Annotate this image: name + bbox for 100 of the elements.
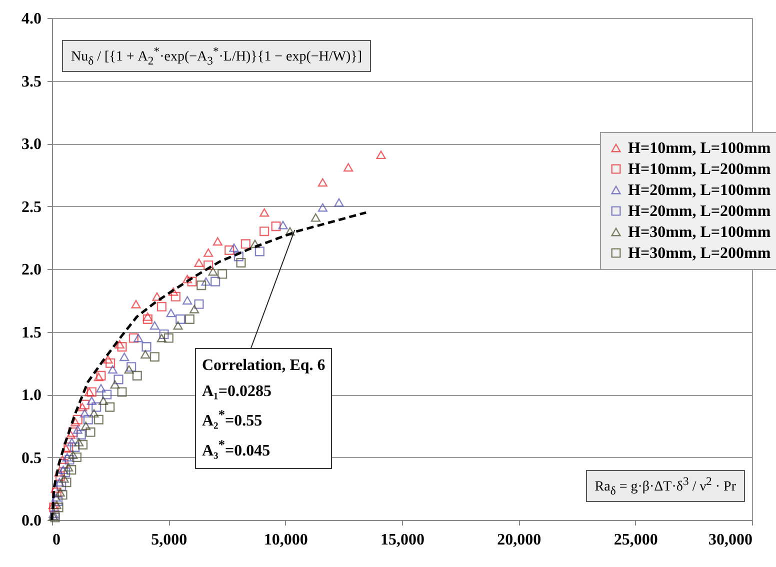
point xyxy=(54,478,64,487)
point xyxy=(132,370,142,380)
point xyxy=(58,456,68,464)
point xyxy=(68,450,78,459)
point xyxy=(96,370,106,380)
point xyxy=(48,510,58,518)
point xyxy=(224,245,234,255)
point xyxy=(105,402,115,412)
point xyxy=(108,365,118,374)
point xyxy=(110,380,120,389)
y-tick-label: 4.0 xyxy=(22,10,42,28)
point xyxy=(250,240,260,248)
point xyxy=(201,277,211,286)
point xyxy=(72,414,82,424)
x-tick-label: 10,000 xyxy=(264,532,308,548)
x-tick-label: 25,000 xyxy=(614,532,658,548)
point xyxy=(156,334,166,342)
point xyxy=(54,468,64,477)
point xyxy=(114,374,124,384)
point xyxy=(140,350,150,359)
point xyxy=(142,312,152,321)
point xyxy=(344,163,354,172)
point xyxy=(318,178,328,187)
point xyxy=(173,321,183,330)
y-tick-label: 2.5 xyxy=(22,198,42,216)
point xyxy=(68,427,78,437)
point xyxy=(318,203,328,212)
point xyxy=(310,213,320,222)
point xyxy=(176,314,186,324)
point xyxy=(53,496,63,506)
point xyxy=(260,226,270,236)
point xyxy=(78,402,88,412)
point xyxy=(59,474,69,483)
x-tick-label: 30,000 xyxy=(708,532,752,548)
point xyxy=(58,490,68,500)
point xyxy=(212,237,222,246)
point xyxy=(92,402,102,412)
point xyxy=(254,246,264,256)
point xyxy=(117,342,127,352)
x-tick-label: 20,000 xyxy=(497,532,542,548)
point xyxy=(190,304,200,314)
point xyxy=(66,430,76,439)
point xyxy=(50,512,60,522)
y-tick-label: 3.0 xyxy=(22,136,42,153)
point xyxy=(194,299,204,309)
point xyxy=(208,267,218,276)
point xyxy=(98,396,108,405)
point xyxy=(240,239,250,249)
point xyxy=(150,321,160,330)
point xyxy=(210,276,220,286)
x-tick-label: 15,000 xyxy=(380,532,424,548)
point xyxy=(78,440,88,450)
point xyxy=(334,198,344,207)
point xyxy=(229,243,239,252)
point xyxy=(64,463,74,472)
point xyxy=(166,308,176,318)
point xyxy=(182,274,192,284)
point xyxy=(96,384,106,392)
point xyxy=(55,471,65,481)
point xyxy=(124,365,134,374)
point xyxy=(94,414,104,424)
point xyxy=(184,314,194,324)
legend-label: H=20mm, L=100mm xyxy=(628,182,772,199)
point xyxy=(204,260,214,270)
point xyxy=(150,352,160,362)
point xyxy=(72,452,82,462)
point xyxy=(234,252,244,262)
point xyxy=(142,314,152,324)
annotation: Correlation, Eq. 6 xyxy=(202,356,326,376)
point xyxy=(271,222,281,232)
point xyxy=(194,258,204,267)
point xyxy=(50,484,60,493)
point xyxy=(84,388,94,396)
point xyxy=(156,302,166,312)
legend-label: H=10mm, L=200mm xyxy=(628,161,772,178)
legend-label: H=10mm, L=100mm xyxy=(628,140,772,157)
point xyxy=(376,150,386,160)
point xyxy=(72,425,82,434)
point xyxy=(168,287,178,296)
point xyxy=(117,387,127,397)
annotation: A₂$^{*}$=0.55 xyxy=(202,406,264,432)
legend-label: H=30mm, L=100mm xyxy=(628,224,772,241)
y-tick-label: 0.5 xyxy=(22,450,42,467)
point xyxy=(62,478,72,488)
point xyxy=(89,409,99,418)
point xyxy=(204,248,214,257)
point xyxy=(74,438,84,446)
point xyxy=(120,352,130,362)
point xyxy=(64,454,74,465)
point xyxy=(260,208,270,217)
point xyxy=(48,500,58,510)
point xyxy=(196,280,206,290)
point xyxy=(218,269,228,279)
point xyxy=(187,276,197,286)
y-tick-label: 2.0 xyxy=(22,262,42,278)
point xyxy=(106,358,116,368)
point xyxy=(66,465,76,475)
point xyxy=(152,292,162,301)
point xyxy=(67,438,77,446)
point xyxy=(60,468,70,478)
